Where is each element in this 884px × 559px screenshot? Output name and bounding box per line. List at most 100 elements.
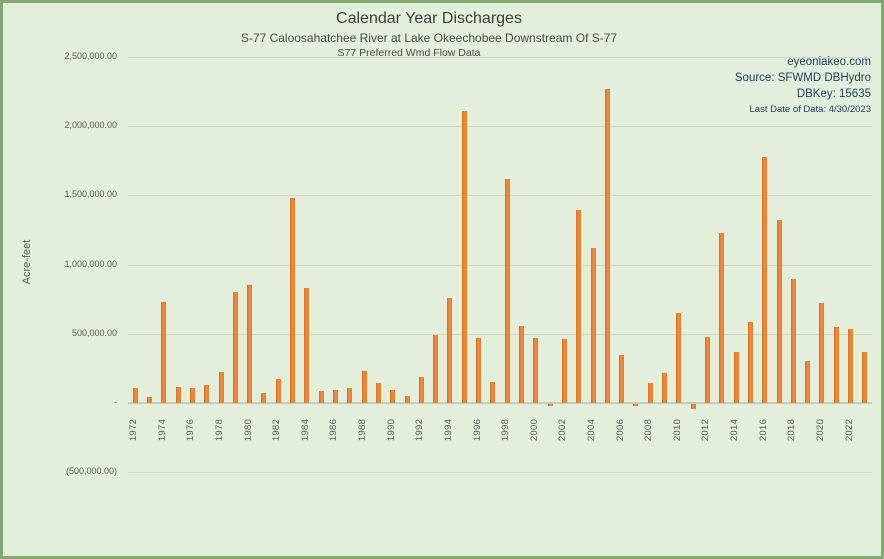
y-tick-500000: 500,000.00 — [71, 327, 117, 338]
x-tick-1974: 1974 — [156, 419, 168, 442]
bar-2022 — [848, 328, 854, 404]
x-tick-1978: 1978 — [214, 419, 225, 442]
x-tick-2020: 2020 — [814, 419, 826, 442]
x-tick-2012: 2012 — [700, 419, 712, 442]
bar-2002 — [561, 339, 567, 404]
gridline-1500000 — [128, 195, 872, 197]
bar-2017 — [776, 219, 782, 404]
x-tick-1980: 1980 — [242, 419, 254, 442]
source-text: Source: SFWMD DBHydro — [734, 72, 871, 84]
bar-1986 — [332, 389, 338, 404]
gridline-2000000 — [128, 126, 872, 128]
bar-2007 — [633, 404, 639, 406]
gridline-2500000 — [128, 57, 872, 58]
y-tick-1500000: 1,500,000.00 — [64, 189, 117, 200]
bar-1995 — [461, 110, 467, 404]
bar-2019 — [805, 360, 811, 404]
x-tick-2022: 2022 — [843, 419, 855, 442]
gridline-1000000 — [128, 264, 872, 266]
x-tick-2016: 2016 — [757, 419, 769, 442]
chart-subtitle-2: S77 Preferred Wmd Flow Data — [337, 47, 481, 59]
x-tick-1990: 1990 — [385, 419, 397, 442]
bar-2023 — [862, 352, 868, 404]
bar-2020 — [819, 303, 825, 404]
dbkey-text: DBKey: 15635 — [796, 88, 871, 100]
x-tick-1998: 1998 — [500, 419, 512, 442]
bar-1998 — [504, 179, 510, 404]
bar-2000 — [533, 338, 539, 404]
x-tick-1986: 1986 — [328, 419, 340, 442]
bar-2006 — [619, 354, 625, 404]
x-tick-1982: 1982 — [271, 419, 283, 442]
bar-2003 — [576, 209, 582, 404]
website-text: eyeonlakeo.com — [787, 56, 871, 68]
bar-1977 — [204, 384, 210, 404]
bar-2008 — [647, 382, 653, 404]
bar-1974 — [161, 302, 167, 404]
info-box: eyeonlakeo.com Source: SFWMD DBHydro DBK… — [735, 54, 871, 117]
x-tick-1972: 1972 — [128, 419, 140, 442]
x-tick-2000: 2000 — [528, 419, 540, 442]
x-tick-1976: 1976 — [185, 419, 197, 442]
bar-1973 — [146, 396, 152, 404]
x-tick-2004: 2004 — [586, 419, 597, 442]
x-tick-1994: 1994 — [442, 419, 454, 442]
bar-1983 — [290, 197, 296, 404]
x-tick-1992: 1992 — [414, 419, 426, 442]
bar-2004 — [590, 248, 596, 404]
bar-1981 — [261, 393, 267, 404]
bar-1991 — [404, 395, 410, 404]
bar-2005 — [604, 89, 610, 404]
bar-2009 — [662, 372, 668, 404]
bar-1987 — [347, 388, 353, 404]
bar-1985 — [318, 390, 324, 404]
bar-1980 — [247, 284, 253, 404]
x-tick-2010: 2010 — [671, 419, 683, 442]
y-tick-0: - — [114, 396, 117, 407]
chart-subtitle: S-77 Caloosahatchee River at Lake Okeech… — [240, 31, 618, 45]
bar-1988 — [361, 370, 367, 404]
last-date-text: Last Date of Data: 4/30/2023 — [749, 104, 871, 115]
bar-1993 — [433, 334, 439, 404]
y-tick-2500000: 2,500,000.00 — [64, 51, 117, 61]
bar-1975 — [175, 387, 181, 404]
bar-2016 — [762, 156, 768, 404]
bar-1997 — [490, 382, 496, 404]
x-tick-2008: 2008 — [643, 419, 655, 442]
bar-1982 — [275, 379, 281, 404]
bar-2001 — [547, 404, 553, 407]
x-tick-1996: 1996 — [471, 419, 483, 442]
bar-1979 — [232, 291, 238, 404]
x-axis-line — [128, 402, 872, 405]
bar-2010 — [676, 312, 682, 404]
gridline--500000 — [128, 472, 872, 473]
y-tick--500000: (500,000.00) — [65, 466, 117, 476]
x-tick-1984: 1984 — [299, 419, 311, 442]
bar-2011 — [690, 404, 696, 410]
bar-1994 — [447, 297, 453, 404]
x-tick-2014: 2014 — [729, 419, 741, 442]
y-tick-1000000: 1,000,000.00 — [64, 258, 117, 269]
chart-title: Calendar Year Discharges — [336, 10, 522, 27]
bar-1999 — [518, 325, 524, 404]
x-tick-2006: 2006 — [614, 419, 626, 442]
gridline-500000 — [128, 333, 872, 335]
bar-1996 — [476, 338, 482, 404]
x-tick-2002: 2002 — [557, 419, 569, 442]
bar-2018 — [790, 279, 796, 404]
bar-1989 — [375, 383, 381, 404]
bar-1990 — [390, 389, 396, 404]
x-tick-2018: 2018 — [786, 419, 798, 442]
bar-2014 — [733, 352, 739, 404]
bar-2015 — [747, 322, 753, 404]
y-tick-2000000: 2,000,000.00 — [64, 120, 117, 131]
bar-2013 — [719, 233, 725, 404]
bar-2012 — [704, 336, 710, 404]
bar-1984 — [304, 288, 310, 404]
bar-1976 — [189, 388, 195, 404]
bar-1992 — [418, 377, 424, 404]
x-tick-1988: 1988 — [357, 419, 369, 442]
bar-1972 — [132, 388, 138, 404]
bar-1978 — [218, 371, 224, 404]
